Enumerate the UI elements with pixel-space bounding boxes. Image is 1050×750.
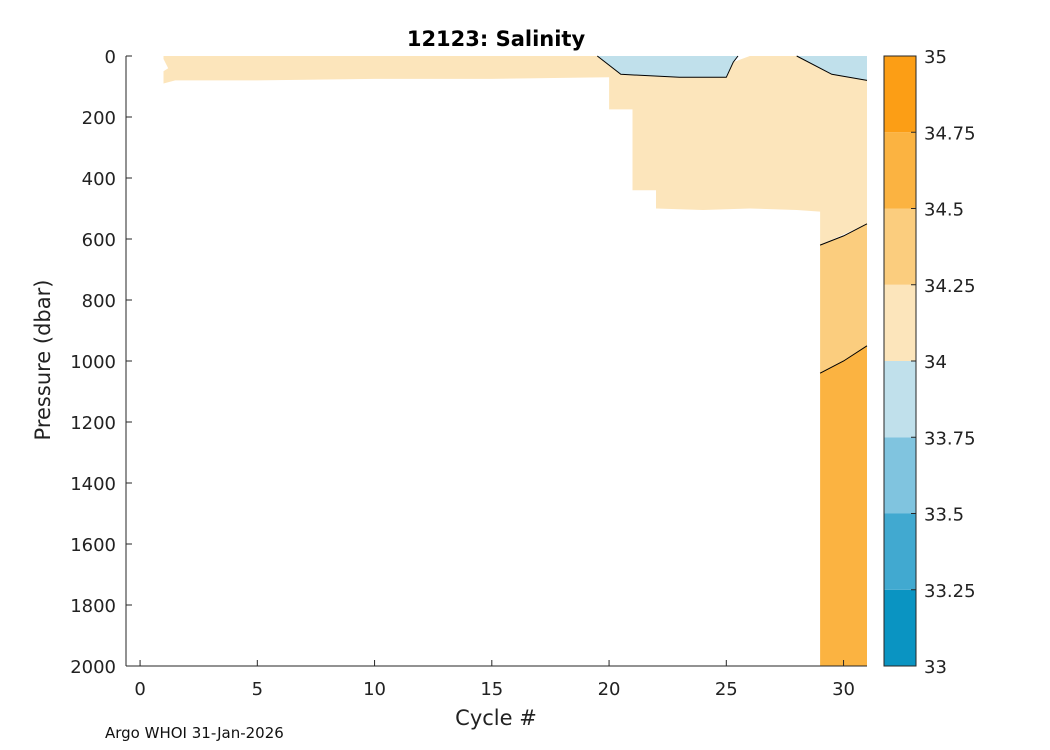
colorbar-band-1 [884, 513, 916, 590]
colorbar-tick-label: 34.25 [924, 276, 976, 297]
contour-line-3 [819, 345, 868, 374]
colorbar-tick-label: 33.5 [924, 505, 964, 526]
y-axis-label: Pressure (dbar) [31, 280, 55, 441]
colorbar-band-7 [884, 56, 916, 133]
y-tick-label: 1600 [70, 535, 116, 556]
plot-area [163, 55, 868, 666]
colorbar: 33 33.25 33.5 33.75 34 34.25 34.5 34.75 35 [883, 47, 976, 678]
y-tick-label: 1200 [70, 413, 116, 434]
y-tick-label: 1800 [70, 596, 116, 617]
x-tick-label: 15 [480, 679, 503, 700]
x-tick-label: 20 [598, 679, 621, 700]
x-axis-label: Cycle # [455, 706, 537, 730]
colorbar-tick-label: 33.75 [924, 428, 976, 449]
colorbar-tick-label: 35 [924, 47, 947, 68]
x-tick-label: 0 [134, 679, 145, 700]
colorbar-band-4 [884, 284, 916, 361]
salinity-region-3 [820, 223, 867, 374]
y-tick-label: 1400 [70, 474, 116, 495]
y-tick-label: 2000 [70, 657, 116, 678]
colorbar-band-2 [884, 437, 916, 514]
x-tick-label: 30 [832, 679, 855, 700]
salinity-region-2 [796, 56, 867, 81]
contour-line-1 [796, 55, 868, 81]
contour-line-2 [819, 223, 868, 246]
contour-line-0 [596, 55, 739, 78]
y-tick-label: 1000 [70, 352, 116, 373]
x-tick-label: 25 [715, 679, 738, 700]
colorbar-tick-label: 34.5 [924, 200, 964, 221]
salinity-region-1 [597, 56, 738, 78]
chart-title: 12123: Salinity [407, 27, 586, 51]
colorbar-tick-label: 34.75 [924, 123, 976, 144]
colorbar-band-3 [884, 361, 916, 438]
colorbar-tick-label: 33.25 [924, 581, 976, 602]
salinity-region-0 [163, 56, 867, 246]
colorbar-tick-label: 33 [924, 657, 947, 678]
y-tick-label: 600 [82, 230, 116, 251]
y-tick-label: 800 [82, 291, 116, 312]
x-tick-label: 10 [363, 679, 386, 700]
footer-credit: Argo WHOI 31-Jan-2026 [105, 724, 284, 742]
y-tick-label: 0 [105, 47, 116, 68]
colorbar-band-0 [884, 589, 916, 666]
colorbar-band-6 [884, 132, 916, 209]
colorbar-tick-label: 34 [924, 352, 947, 373]
salinity-region-4 [820, 345, 867, 666]
x-tick-label: 5 [252, 679, 263, 700]
axes: 0 5 10 15 20 25 30 0 200 400 600 800 1000 1200 1400 160… [70, 47, 867, 700]
colorbar-band-5 [884, 208, 916, 285]
y-tick-label: 400 [82, 169, 116, 190]
y-tick-label: 200 [82, 108, 116, 129]
